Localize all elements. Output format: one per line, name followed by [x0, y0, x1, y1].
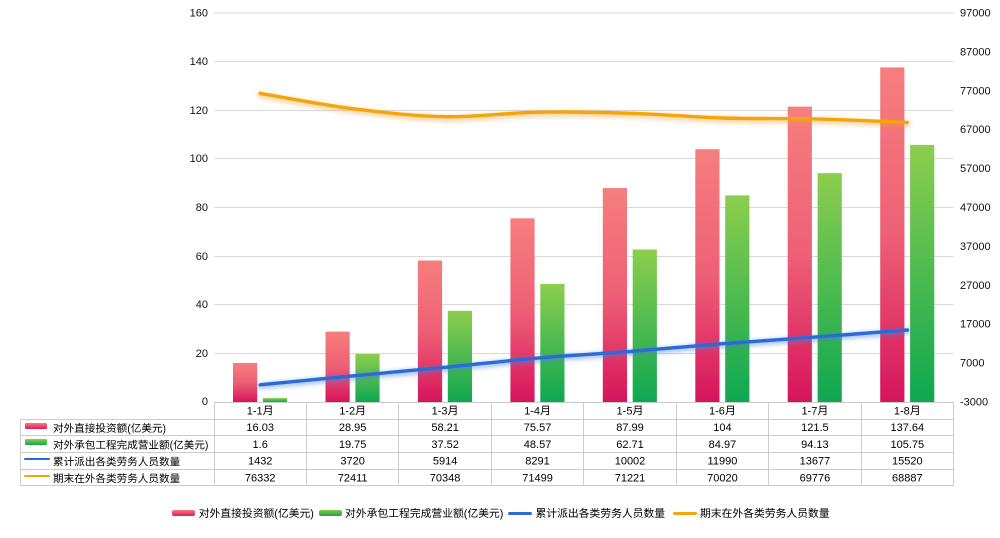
svg-text:77000: 77000	[960, 85, 991, 97]
svg-text:): )	[500, 508, 504, 520]
svg-text:(: (	[274, 508, 278, 520]
svg-text:87000: 87000	[960, 46, 991, 58]
svg-text:47000: 47000	[960, 202, 991, 214]
svg-text:0: 0	[202, 396, 208, 408]
svg-text:20: 20	[196, 348, 208, 360]
svg-text:37000: 37000	[960, 241, 991, 253]
svg-text:60: 60	[196, 251, 208, 263]
svg-text:-3000: -3000	[960, 397, 988, 409]
svg-text:140: 140	[190, 56, 208, 68]
svg-text:17000: 17000	[960, 319, 991, 331]
svg-text:100: 100	[190, 153, 208, 165]
svg-text:67000: 67000	[960, 124, 991, 136]
svg-text:160: 160	[190, 8, 208, 20]
svg-text:40: 40	[196, 299, 208, 311]
svg-text:120: 120	[190, 105, 208, 117]
svg-text:27000: 27000	[960, 280, 991, 292]
svg-text:(: (	[464, 508, 468, 520]
svg-text:): )	[310, 508, 314, 520]
svg-text:97000: 97000	[960, 8, 991, 20]
svg-text:7000: 7000	[960, 358, 984, 370]
svg-text:80: 80	[196, 202, 208, 214]
svg-text:57000: 57000	[960, 163, 991, 175]
